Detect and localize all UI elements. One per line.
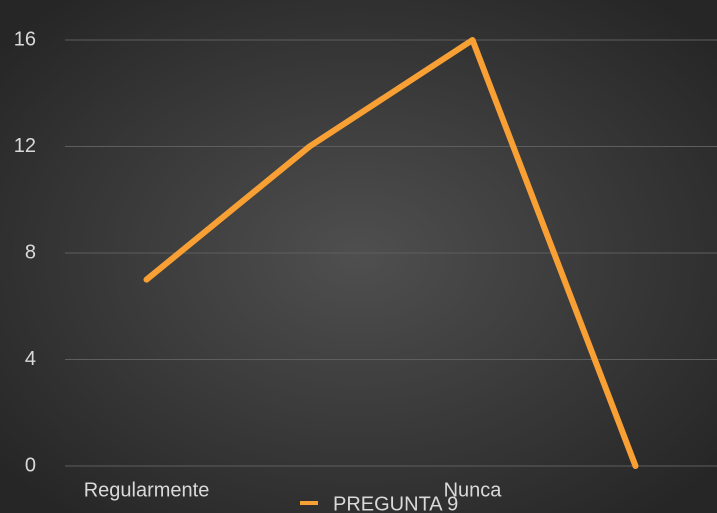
- y-tick-label: 4: [25, 348, 36, 370]
- y-tick-label: 16: [14, 28, 36, 50]
- y-tick-label: 12: [14, 135, 36, 157]
- y-tick-label: 8: [25, 241, 36, 263]
- line-series: [143, 37, 639, 469]
- legend-label: PREGUNTA 9: [333, 493, 458, 513]
- x-tick-label: Nunca: [444, 479, 503, 501]
- x-tick-label: Regularmente: [84, 479, 210, 501]
- y-tick-label: 0: [25, 454, 36, 476]
